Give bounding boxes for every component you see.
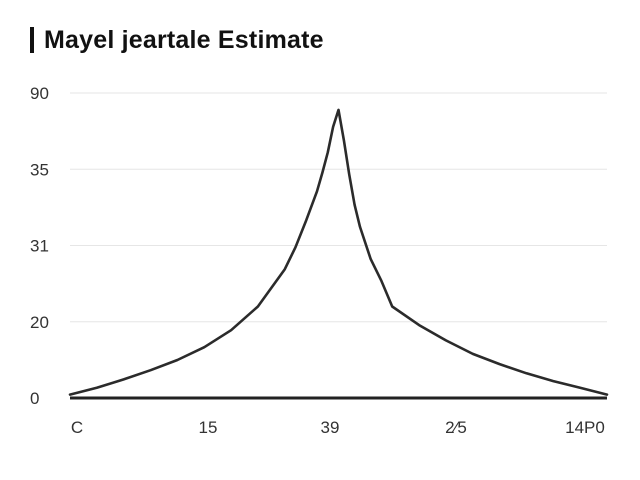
chart-title: Mayel jeartale Estimate (44, 25, 324, 54)
y-tick-label: 20 (30, 313, 49, 332)
x-tick-label: 15 (199, 418, 218, 437)
x-tick-label: 14P0 (565, 418, 605, 437)
x-tick-label: 39 (321, 418, 340, 437)
chart-title-group: Mayel jeartale Estimate (30, 24, 324, 56)
y-tick-label: 0 (30, 389, 39, 408)
y-tick-label: 90 (30, 84, 49, 103)
y-tick-label: 35 (30, 160, 49, 179)
series-line (68, 108, 609, 396)
x-tick-label: 2⁄5 (445, 418, 467, 437)
x-tick-label: C (71, 418, 83, 437)
title-accent-bar (30, 27, 34, 53)
y-tick-label: 31 (30, 237, 49, 256)
